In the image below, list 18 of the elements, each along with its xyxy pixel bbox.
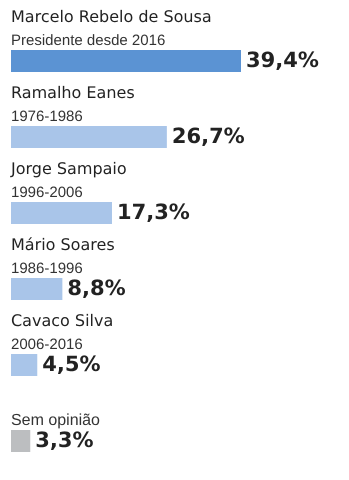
- category-label: Marcelo Rebelo de Sousa Presidente desde 2016: [11, 7, 212, 49]
- bar: [11, 50, 241, 72]
- data-label: 3,3%: [35, 428, 94, 452]
- bar: [11, 430, 30, 452]
- category-label: Ramalho Eanes 1976-1986: [11, 83, 135, 125]
- bar: [11, 278, 62, 300]
- data-label: 4,5%: [42, 352, 101, 376]
- y-tick-label: Sem opinião: [11, 412, 100, 429]
- bar: [11, 126, 167, 148]
- bar: [11, 354, 38, 376]
- bar: [11, 202, 112, 224]
- data-label: 26,7%: [172, 124, 245, 148]
- data-label: 8,8%: [67, 276, 126, 300]
- data-label: 39,4%: [246, 48, 319, 72]
- category-label: Jorge Sampaio 1996-2006: [11, 159, 127, 201]
- category-label: Mário Soares 1986-1996: [11, 235, 115, 277]
- data-label: 17,3%: [116, 200, 190, 224]
- category-label: Cavaco Silva 2006-2016: [11, 311, 114, 353]
